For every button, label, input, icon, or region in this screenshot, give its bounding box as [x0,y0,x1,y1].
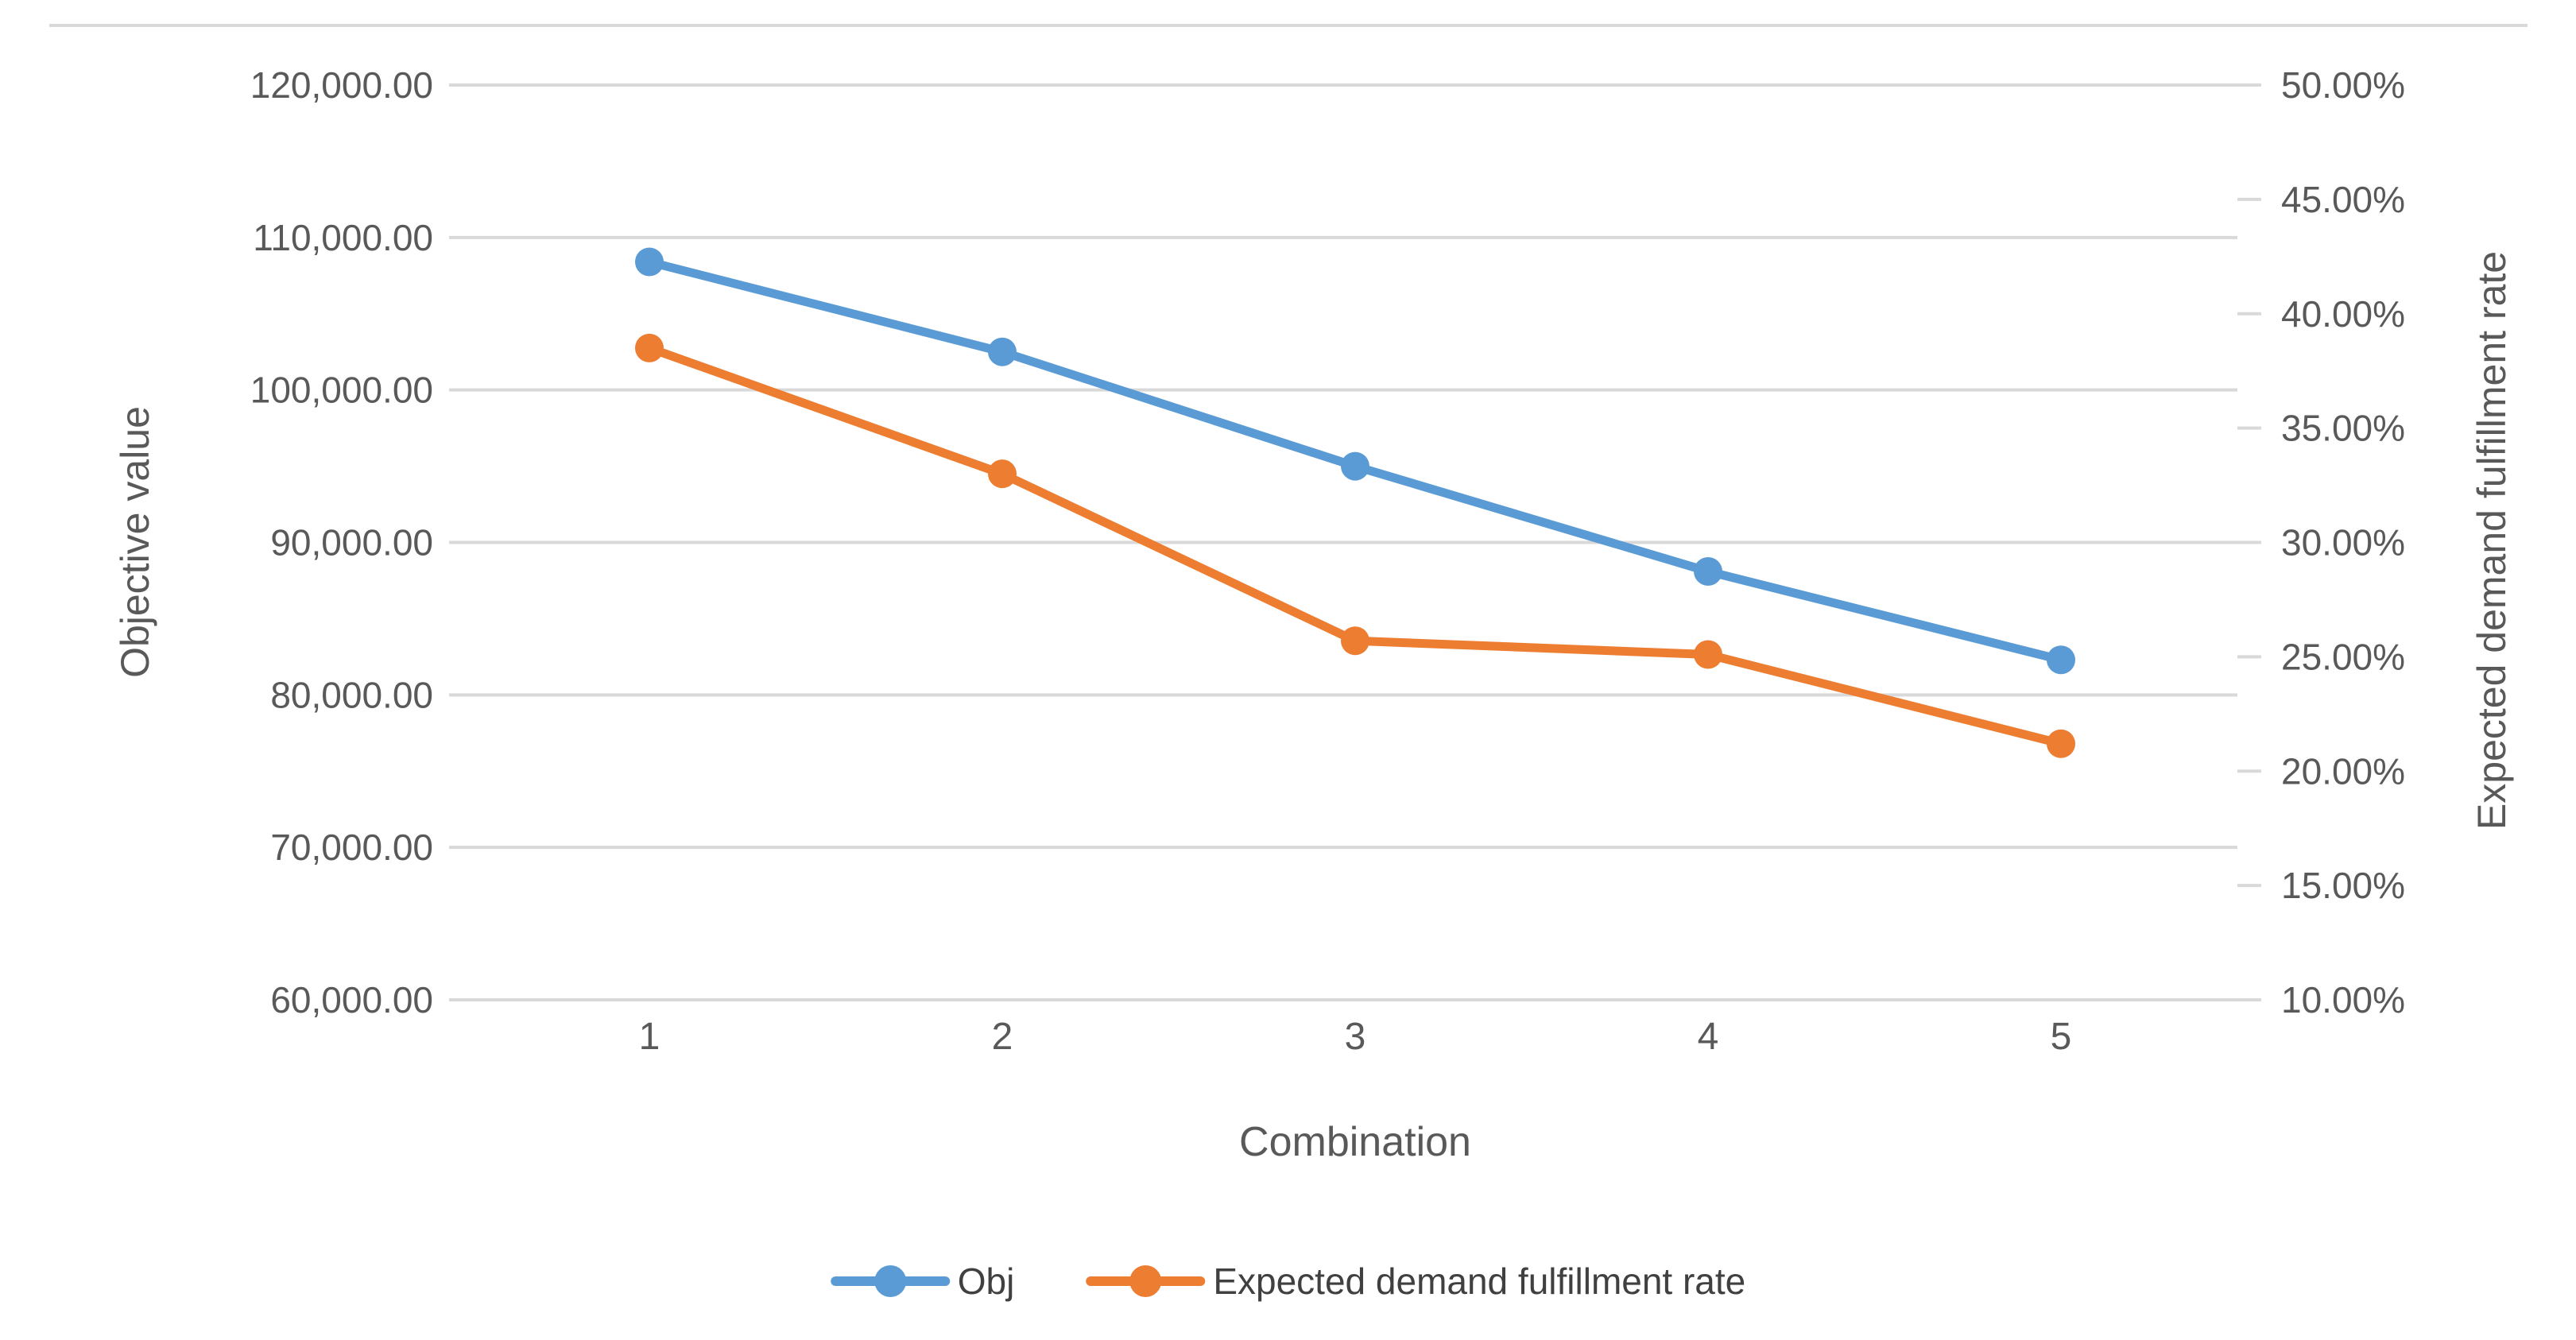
left-axis-tick-label: 60,000.00 [270,979,433,1020]
left-axis-tick-label: 100,000.00 [250,370,433,411]
right-axis-tick-label: 40.00% [2281,293,2405,335]
left-axis-tick-label: 80,000.00 [270,674,433,715]
legend: Obj Expected demand fulfillment rate [830,1260,1745,1303]
rate-point-marker [988,459,1017,489]
right-axis-tick-label: 35.00% [2281,408,2405,449]
obj-point-marker [1694,556,1722,586]
x-axis-tick-label: 3 [1345,1016,1366,1058]
right-axis-tick-label: 50.00% [2281,64,2405,106]
right-axis-tick-label: 45.00% [2281,179,2405,220]
rate-point-marker [1694,640,1722,669]
obj-point-marker [2047,645,2075,675]
x-axis-tick-label: 1 [639,1016,660,1058]
legend-item-rate[interactable]: Expected demand fulfillment rate [1086,1260,1745,1303]
right-axis-tick-label: 30.00% [2281,522,2405,563]
rate-point-marker [1341,626,1369,656]
legend-label-rate: Expected demand fulfillment rate [1213,1261,1746,1302]
right-axis-tick-label: 20.00% [2281,750,2405,792]
right-axis-tick-label: 25.00% [2281,636,2405,677]
legend-item-obj[interactable]: Obj [830,1260,1015,1303]
rate-point-marker [635,333,664,362]
x-axis-tick-label: 4 [1698,1016,1719,1058]
obj-point-marker [1341,451,1369,481]
x-axis-tick-label: 5 [2051,1016,2072,1058]
right-axis-tick-label: 15.00% [2281,865,2405,906]
left-axis-tick-label: 120,000.00 [250,64,433,106]
x-axis-title: Combination [1239,1119,1471,1165]
rate-legend-line-marker-icon [1086,1265,1206,1297]
left-axis-tick-label: 70,000.00 [270,827,433,868]
top-divider-line [49,24,2528,27]
obj-point-marker [988,337,1017,366]
right-axis-tick-label: 10.00% [2281,979,2405,1020]
obj-legend-line-marker-icon [830,1265,950,1297]
legend-label-obj: Obj [957,1261,1015,1302]
rate-line [645,343,2066,749]
x-axis-tick-label: 2 [992,1016,1013,1058]
left-axis-tick-label: 110,000.00 [253,217,433,258]
left-axis-tick-label: 90,000.00 [270,522,433,563]
rate-point-marker [2047,729,2075,758]
obj-point-marker [635,247,664,277]
